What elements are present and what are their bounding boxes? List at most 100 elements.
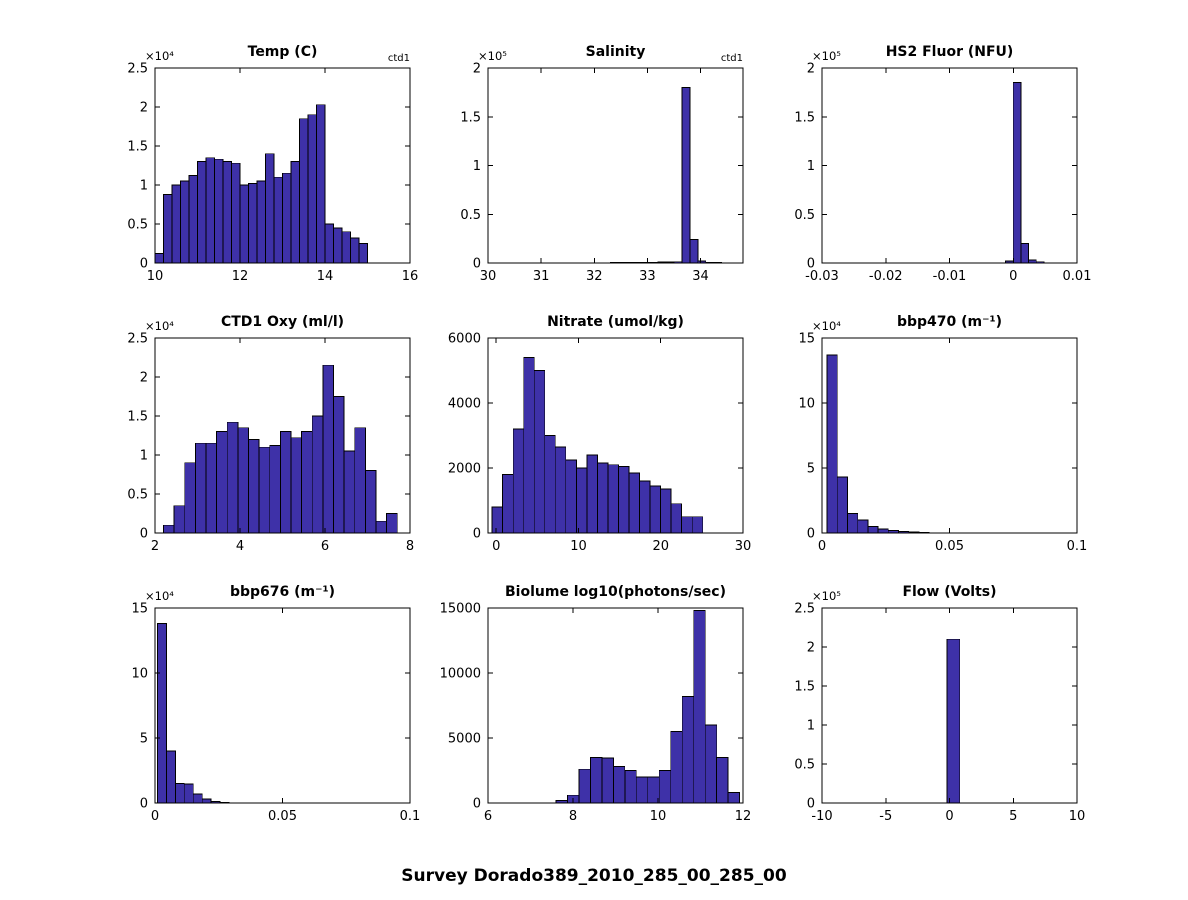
histogram-bar — [704, 724, 718, 804]
x-tick-label: -0.03 — [805, 269, 839, 284]
x-tick-label: 10 — [147, 269, 164, 284]
histogram-bar — [681, 87, 691, 264]
histogram-bar — [343, 450, 356, 534]
histogram-bar — [350, 237, 360, 264]
histogram-bar — [624, 770, 637, 804]
histogram-plot: 0 0.05 0.1 0 5 10 15×10⁴ bbp676 (m⁻¹) — [131, 584, 421, 824]
axis-exponent-label: ×10⁴ — [145, 319, 174, 333]
y-tick-label: 5 — [807, 462, 815, 477]
histogram-bar — [590, 757, 603, 804]
x-tick-label: 10 — [570, 539, 587, 554]
histogram-bar — [578, 768, 591, 804]
histogram-bar — [502, 474, 514, 534]
histogram-bar — [166, 750, 176, 804]
histogram-bar — [201, 798, 212, 804]
histogram-bar — [239, 184, 249, 264]
axes-box — [487, 67, 744, 264]
y-tick-label: 2 — [473, 62, 481, 77]
y-tick-label: 2.5 — [794, 602, 815, 617]
x-tick-label: 0.05 — [268, 809, 297, 824]
y-tick-label: 1 — [140, 449, 148, 464]
y-tick-label: 2.5 — [127, 332, 148, 347]
histogram-bar — [649, 485, 661, 534]
histogram-bar — [565, 459, 577, 534]
histogram-bar — [163, 193, 173, 264]
y-tick-label: 0 — [473, 797, 481, 812]
histogram-bar — [282, 172, 292, 264]
y-tick-label: 1 — [473, 159, 481, 174]
axis-exponent-label: ×10⁵ — [478, 49, 507, 63]
histogram-bar — [575, 467, 588, 534]
histogram-bar — [826, 354, 838, 534]
y-tick-label: 15 — [798, 332, 815, 347]
histogram-bar — [301, 431, 313, 534]
x-tick-label: 0.1 — [400, 809, 421, 824]
x-tick-label: 0 — [1009, 269, 1017, 284]
histogram-bar — [316, 104, 326, 264]
histogram-bar — [660, 488, 672, 534]
y-tick-label: 2000 — [448, 462, 481, 477]
y-tick-label: 10 — [798, 397, 815, 412]
y-tick-label: 4000 — [448, 397, 481, 412]
x-tick-label: 20 — [652, 539, 669, 554]
axes-box — [821, 67, 1078, 264]
y-tick-label: 2 — [140, 371, 148, 386]
histogram-bar — [333, 227, 343, 264]
histogram-bar — [491, 506, 504, 534]
y-tick-label: 1.5 — [794, 110, 815, 125]
histogram-bar — [290, 161, 300, 264]
histogram-bar — [180, 180, 190, 264]
x-tick-label: 31 — [533, 269, 550, 284]
histogram-bar — [544, 435, 556, 534]
histogram-bar — [290, 437, 303, 534]
chart-title: bbp676 (m⁻¹) — [230, 584, 335, 600]
histogram-bar — [946, 638, 961, 804]
chart-flow: -10 -5 0 5 10 0 0.5 1 1.5 2 2.5 ×10⁵ Flow (Volts) — [762, 568, 1107, 838]
x-tick-label: 0.05 — [935, 539, 964, 554]
histogram-bar — [670, 503, 683, 534]
histogram-bar — [248, 438, 260, 534]
x-tick-label: 6 — [484, 809, 492, 824]
x-tick-label: 10 — [650, 809, 667, 824]
histogram-bar — [586, 454, 598, 534]
histogram-bar — [607, 464, 619, 534]
histogram-bar — [836, 476, 848, 534]
x-tick-label: 2 — [151, 539, 159, 554]
x-tick-label: 14 — [317, 269, 334, 284]
y-tick-label: 0.5 — [127, 218, 148, 233]
y-tick-label: 15000 — [440, 602, 481, 617]
x-tick-label: 33 — [639, 269, 656, 284]
histogram-bar — [258, 446, 271, 534]
histogram-bar — [670, 731, 683, 804]
histogram-bar — [877, 528, 889, 534]
x-tick-label: 32 — [586, 269, 603, 284]
histogram-bar — [354, 427, 366, 534]
x-tick-label: 0 — [818, 539, 826, 554]
histogram-plot: 6 8 10 12 0 5000 10000 15000 Biolume log10(photo… — [440, 584, 752, 824]
histogram-bar — [612, 766, 626, 804]
histogram-bar — [279, 431, 292, 534]
histogram-bar — [256, 180, 266, 264]
x-tick-label: -10 — [811, 809, 832, 824]
figure-title: Survey Dorado389_2010_285_00_285_00 — [401, 866, 787, 886]
histogram-bar — [635, 776, 649, 804]
x-tick-label: 12 — [232, 269, 249, 284]
histogram-bar — [681, 695, 695, 804]
x-tick-label: 0.01 — [1063, 269, 1092, 284]
histogram-bar — [727, 792, 741, 804]
histogram-bar — [554, 446, 567, 534]
histogram-bar — [324, 223, 334, 264]
histogram-bar — [639, 480, 651, 534]
chart-biolume: 6 8 10 12 0 5000 10000 15000 Biolume log10(photo… — [428, 568, 773, 838]
histogram-bar — [628, 472, 640, 534]
y-tick-label: 2.5 — [127, 62, 148, 77]
y-tick-label: 2 — [807, 641, 815, 656]
y-tick-label: 0 — [473, 527, 481, 542]
histogram-bar — [226, 421, 239, 534]
y-tick-label: 2 — [140, 101, 148, 116]
x-tick-label: 10 — [1069, 809, 1086, 824]
y-tick-label: 0 — [140, 527, 148, 542]
histogram-bar — [867, 526, 879, 534]
y-tick-label: 5000 — [448, 732, 481, 747]
chart-title: HS2 Fluor (NFU) — [886, 44, 1014, 60]
